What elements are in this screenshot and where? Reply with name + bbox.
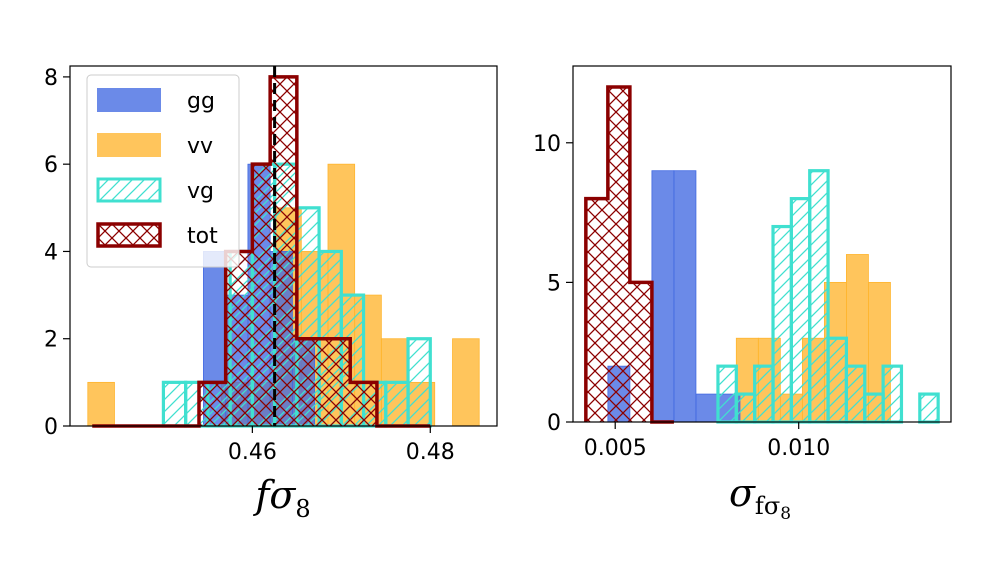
right-gg-bar — [673, 170, 697, 423]
left-tot-bar — [296, 338, 324, 426]
right-tot-bar — [607, 86, 630, 423]
right-xlabel-sub-sigma: σ — [764, 492, 780, 520]
legend-label-gg: gg — [187, 89, 215, 114]
right-vg-bar — [881, 364, 904, 424]
left-vg-bar — [406, 337, 432, 428]
right-xlabel-subsub: 8 — [780, 504, 791, 524]
legend-swatch-vv — [97, 133, 161, 157]
left-vg-bar — [161, 380, 188, 428]
right-x-tick-label: 0.010 — [767, 436, 830, 461]
left-tot-bar — [252, 164, 271, 426]
right-x-ticks: 0.005 0.010 — [584, 422, 830, 461]
right-tot-bar — [629, 282, 652, 422]
left-tot-bar — [350, 382, 377, 426]
left-x-tick-label: 0.46 — [228, 440, 277, 465]
left-y-ticks: 0 2 4 6 8 — [44, 66, 70, 440]
left-tot-bar — [323, 338, 351, 426]
panel-left: 0.46 0.48 0 2 4 6 8 gg vv vg tot fσ8 — [44, 65, 498, 523]
right-series-vg — [716, 169, 940, 424]
right-y-tick-label: 0 — [547, 411, 561, 436]
right-vg-bar — [716, 364, 738, 424]
right-vg-bar — [789, 197, 812, 424]
legend-label-vg: vg — [187, 179, 214, 204]
left-x-ticks: 0.46 0.48 — [228, 426, 455, 465]
legend-swatch-vg — [96, 177, 162, 203]
left-y-tick-label: 8 — [44, 66, 58, 91]
right-tot-outline — [584, 85, 674, 424]
left-tot-outline — [92, 75, 431, 428]
right-xlabel-sigma: σ — [729, 471, 756, 515]
right-vg-bar — [863, 392, 885, 424]
left-y-tick-label: 0 — [44, 415, 58, 440]
left-x-axis-title: fσ8 — [252, 473, 310, 523]
right-y-tick-label: 5 — [547, 271, 561, 296]
left-axes-frame — [69, 65, 498, 427]
right-vg-bar — [808, 169, 830, 424]
right-vg-bar — [753, 364, 775, 424]
left-y-tick-label: 2 — [44, 328, 58, 353]
left-vv-bar — [87, 381, 115, 427]
legend-frame — [86, 74, 240, 268]
right-series-tot — [584, 85, 674, 424]
left-vv-bar — [452, 338, 480, 427]
right-vg-bar — [826, 336, 849, 424]
right-vg-bar — [918, 392, 940, 424]
right-axes-frame — [572, 65, 952, 423]
legend-label-tot: tot — [187, 224, 218, 249]
legend-swatch-tot — [96, 222, 162, 248]
left-y-tick-label: 4 — [44, 240, 58, 265]
left-vg-bar — [384, 380, 410, 428]
right-x-axis-title: σfσ8 — [729, 471, 791, 524]
right-vg-bar — [844, 364, 867, 424]
right-xlabel-sub-f: f — [755, 492, 766, 520]
right-x-tick-label: 0.005 — [584, 436, 647, 461]
right-y-tick-label: 10 — [533, 132, 561, 157]
right-vg-bar — [771, 224, 793, 424]
legend-swatch-gg — [97, 88, 161, 112]
left-tot-bar — [198, 382, 226, 426]
left-legend: gg vv vg tot — [86, 74, 240, 268]
right-y-ticks: 0 5 10 — [533, 132, 573, 436]
right-vg-bar — [734, 392, 757, 424]
right-gg-bar — [651, 170, 675, 423]
legend-label-vv: vv — [187, 134, 213, 159]
right-tot-bar — [585, 198, 608, 422]
left-tot-bar — [225, 251, 253, 426]
left-x-tick-label: 0.48 — [406, 440, 455, 465]
right-gg-bar — [695, 393, 719, 423]
left-xlabel-sigma: σ — [269, 473, 296, 517]
left-y-tick-label: 6 — [44, 153, 58, 178]
left-xlabel-sub: 8 — [295, 495, 310, 523]
